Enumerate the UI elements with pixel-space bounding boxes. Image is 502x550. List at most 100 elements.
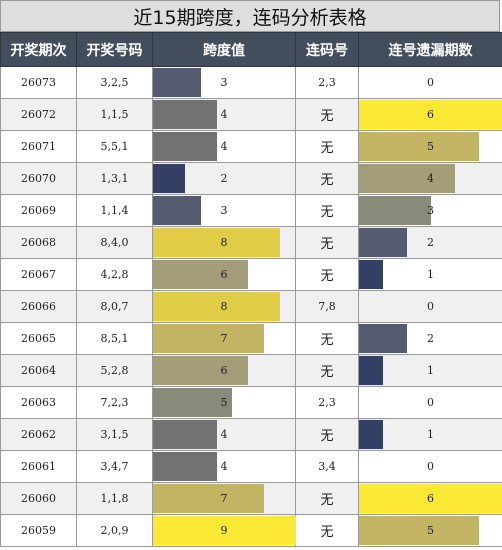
span-cell: 7 [152, 322, 296, 355]
miss-value: 4 [427, 172, 434, 185]
header-numbers: 开奖号码 [76, 32, 153, 67]
header-span: 跨度值 [152, 32, 296, 67]
numbers-cell: 1,1,4 [76, 194, 153, 227]
span-cell: 4 [152, 98, 296, 131]
miss-cell: 2 [358, 226, 502, 259]
consecutive-cell: 无 [295, 194, 359, 227]
issue-cell: 26068 [0, 226, 77, 259]
issue-cell: 26065 [0, 322, 77, 355]
miss-value: 5 [427, 140, 434, 153]
miss-value: 0 [427, 300, 434, 313]
miss-value: 6 [427, 108, 434, 121]
consecutive-cell: 2,3 [295, 386, 359, 419]
miss-cell: 4 [358, 162, 502, 195]
miss-bar [359, 260, 383, 289]
miss-cell: 0 [358, 290, 502, 323]
miss-value: 2 [427, 236, 434, 249]
miss-value: 3 [427, 204, 434, 217]
span-cell: 5 [152, 386, 296, 419]
miss-cell: 5 [358, 130, 502, 163]
span-value: 4 [220, 108, 228, 121]
numbers-cell: 8,0,7 [76, 290, 153, 323]
issue-cell: 26060 [0, 482, 77, 515]
issue-cell: 26061 [0, 450, 77, 483]
span-value: 7 [220, 332, 228, 345]
miss-cell: 6 [358, 482, 502, 515]
issue-cell: 26066 [0, 290, 77, 323]
issue-cell: 26062 [0, 418, 77, 451]
miss-cell: 0 [358, 450, 502, 483]
span-cell: 7 [152, 482, 296, 515]
miss-value: 0 [427, 396, 434, 409]
span-value: 9 [220, 524, 228, 537]
consecutive-cell: 无 [295, 514, 359, 547]
table-header-row: 开奖期次 开奖号码 跨度值 连码号 连号遗漏期数 [0, 32, 502, 67]
span-value: 6 [220, 364, 228, 377]
numbers-cell: 1,1,8 [76, 482, 153, 515]
numbers-cell: 1,1,5 [76, 98, 153, 131]
consecutive-cell: 无 [295, 354, 359, 387]
span-bar [153, 260, 248, 289]
span-value: 8 [220, 236, 228, 249]
span-bar [153, 164, 185, 193]
miss-bar [359, 196, 431, 225]
issue-cell: 26073 [0, 66, 77, 99]
span-cell: 6 [152, 258, 296, 291]
miss-cell: 1 [358, 418, 502, 451]
miss-bar [359, 228, 407, 257]
numbers-cell: 2,0,9 [76, 514, 153, 547]
miss-cell: 5 [358, 514, 502, 547]
numbers-cell: 7,2,3 [76, 386, 153, 419]
miss-cell: 1 [358, 258, 502, 291]
span-bar [153, 484, 264, 513]
numbers-cell: 8,4,0 [76, 226, 153, 259]
span-bar [153, 228, 280, 257]
miss-bar [359, 324, 407, 353]
miss-value: 0 [427, 460, 434, 473]
span-value: 4 [220, 140, 228, 153]
miss-bar [359, 100, 502, 129]
span-cell: 8 [152, 290, 296, 323]
consecutive-cell: 无 [295, 258, 359, 291]
span-cell: 3 [152, 194, 296, 227]
consecutive-cell: 无 [295, 130, 359, 163]
miss-value: 1 [427, 268, 434, 281]
issue-cell: 26069 [0, 194, 77, 227]
span-value: 4 [220, 460, 228, 473]
span-value: 5 [220, 396, 228, 409]
miss-cell: 2 [358, 322, 502, 355]
numbers-cell: 3,4,7 [76, 450, 153, 483]
span-bar [153, 196, 201, 225]
issue-cell: 26071 [0, 130, 77, 163]
issue-cell: 26064 [0, 354, 77, 387]
numbers-cell: 3,1,5 [76, 418, 153, 451]
table-row: 26067 4,2,8 6 无 1 [0, 258, 502, 291]
span-cell: 4 [152, 130, 296, 163]
table-row: 26072 1,1,5 4 无 6 [0, 98, 502, 131]
span-bar [153, 516, 296, 545]
span-value: 7 [220, 492, 228, 505]
table-row: 26060 1,1,8 7 无 6 [0, 482, 502, 515]
miss-value: 2 [427, 332, 434, 345]
span-bar [153, 68, 201, 97]
table-row: 26061 3,4,7 4 3,4 0 [0, 450, 502, 483]
table-row: 26069 1,1,4 3 无 3 [0, 194, 502, 227]
miss-bar [359, 164, 455, 193]
issue-cell: 26072 [0, 98, 77, 131]
miss-value: 5 [427, 524, 434, 537]
consecutive-cell: 无 [295, 98, 359, 131]
span-bar [153, 420, 217, 449]
consecutive-cell: 3,4 [295, 450, 359, 483]
miss-value: 6 [427, 492, 434, 505]
header-issue: 开奖期次 [0, 32, 77, 67]
miss-bar [359, 516, 479, 545]
span-bar [153, 324, 264, 353]
consecutive-cell: 无 [295, 482, 359, 515]
miss-bar [359, 484, 502, 513]
table-row: 26064 5,2,8 6 无 1 [0, 354, 502, 387]
span-value: 3 [220, 76, 228, 89]
span-value: 6 [220, 268, 228, 281]
table-row: 26071 5,5,1 4 无 5 [0, 130, 502, 163]
span-bar [153, 100, 217, 129]
span-bar [153, 388, 232, 417]
